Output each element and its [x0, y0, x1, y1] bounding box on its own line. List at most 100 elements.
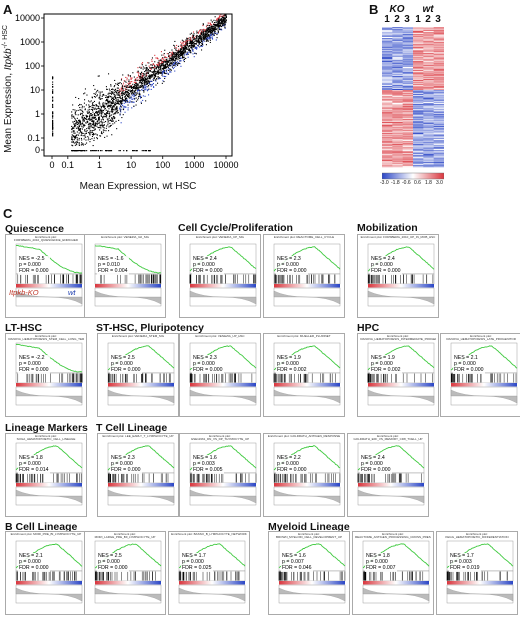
- heatmap-cell: [382, 90, 393, 92]
- scatter-point: [127, 74, 129, 76]
- scatter-point: [88, 112, 90, 114]
- scatter-point: [127, 89, 129, 91]
- scatter-point: [74, 118, 76, 120]
- heatmap-cell: [433, 100, 444, 102]
- gsea-plot-graphic: [367, 243, 435, 307]
- heatmap-cell: [392, 93, 403, 95]
- scatter-point: [193, 44, 195, 46]
- scatter-point: [203, 38, 205, 40]
- scatter-point: [152, 75, 154, 77]
- scatter-point: [205, 26, 207, 28]
- scatter-point: [183, 53, 185, 55]
- scatter-point: [208, 22, 210, 24]
- heatmap-cell: [423, 161, 434, 163]
- scatter-point: [146, 83, 148, 85]
- scatter-point: [93, 85, 95, 87]
- scatter-point: [89, 133, 91, 135]
- heatmap-cell: [392, 160, 403, 162]
- scatter-point: [123, 107, 125, 109]
- heatmap-cell: [413, 137, 424, 139]
- heatmap-cell: [402, 104, 414, 106]
- heatmap-cell: [413, 165, 424, 167]
- scatter-point: [121, 103, 123, 105]
- heatmap-cell: [423, 166, 434, 168]
- scatter-point: [220, 28, 222, 30]
- heatmap-cell: [433, 155, 444, 157]
- scatter-point: [93, 150, 95, 152]
- scatter-point: [163, 60, 165, 62]
- scatter-point: [174, 53, 176, 55]
- scatter-point: [79, 120, 81, 122]
- heatmap-cell: [433, 132, 444, 134]
- scatter-point: [114, 122, 116, 124]
- gsea-plot-graphic: [107, 442, 175, 506]
- heatmap-cell: [413, 106, 424, 108]
- scatter-point: [89, 138, 91, 140]
- scatter-point: [174, 63, 176, 65]
- scatter-point: [90, 119, 92, 121]
- heatmap-cell: [423, 41, 434, 43]
- heatmap-cell: [382, 70, 393, 72]
- scatter-point: [114, 107, 116, 109]
- gsea-metric-curve: [94, 587, 162, 602]
- scatter-point: [153, 64, 155, 66]
- scatter-point: [187, 53, 189, 55]
- heatmap-cell: [402, 114, 414, 116]
- heatmap-cell: [392, 106, 403, 108]
- gsea-nes: NES = 2.5: [111, 355, 135, 361]
- heatmap-cell: [392, 108, 403, 110]
- heatmap-cell: [423, 152, 434, 154]
- scatter-point: [73, 132, 75, 134]
- heatmap-cell: [382, 136, 393, 138]
- gsea-p: p = 0.000: [366, 559, 388, 566]
- scatter-point: [170, 57, 172, 59]
- scatter-point: [130, 93, 132, 95]
- heatmap-cell: [382, 153, 393, 155]
- heatmap-cell: [402, 108, 414, 110]
- heatmap-cell: [382, 68, 393, 70]
- scatter-point: [119, 101, 121, 103]
- scatter-point: [174, 46, 176, 48]
- heatmap-cell: [402, 119, 414, 121]
- scatter-point: [212, 34, 214, 36]
- heatmap-cell: [402, 74, 414, 76]
- scatter-point: [157, 76, 159, 78]
- heatmap-cell: [392, 29, 403, 31]
- scatter-point: [156, 57, 158, 59]
- scatter-point: [113, 116, 115, 118]
- scatter-point: [167, 61, 169, 63]
- gsea-plot: Enrichment plot: SOGA_HEMATOPOIETIC_CELL…: [5, 433, 87, 517]
- scatter-point: [71, 131, 73, 133]
- gsea-stats: NES = 1.7 p = 0.000 FDR = 0.025: [181, 553, 213, 572]
- scatter-point: [115, 111, 117, 113]
- scatter-point: [210, 24, 212, 26]
- scatter-point: [157, 66, 159, 68]
- scatter-point: [128, 90, 130, 92]
- heatmap-cell: [392, 89, 403, 91]
- heatmap-cell: [433, 120, 444, 122]
- scatter-point: [161, 57, 163, 59]
- scatter-point: [116, 128, 118, 130]
- heatmap-cell: [423, 150, 434, 152]
- heatmap-cell: [392, 74, 403, 76]
- gsea-plot-graphic: [357, 442, 425, 506]
- scatter-point: [79, 103, 81, 105]
- scatter-point: [197, 41, 199, 43]
- gsea-p: p = 0.000: [193, 262, 215, 269]
- scatter-point: [167, 60, 169, 62]
- scatter-point: [110, 101, 112, 103]
- scatter-point: [151, 60, 153, 62]
- scatter-point: [133, 76, 135, 78]
- heatmap-cell: [433, 28, 444, 30]
- scatter-point: [93, 137, 95, 139]
- scatter-point: [108, 73, 110, 75]
- scatter-point: [99, 103, 101, 105]
- scatter-point: [112, 89, 114, 91]
- heatmap-cell: [413, 145, 424, 147]
- heatmap-cell: [433, 115, 444, 117]
- heatmap-cell: [433, 160, 444, 162]
- scatter-point: [76, 137, 78, 139]
- scatter-point: [121, 78, 123, 80]
- scatter-point: [97, 114, 99, 116]
- scatter-point: [130, 90, 132, 92]
